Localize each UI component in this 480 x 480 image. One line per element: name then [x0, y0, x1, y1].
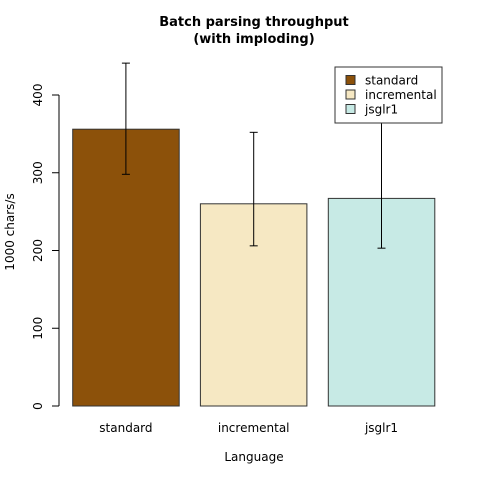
legend-swatch-standard [345, 75, 356, 85]
legend-label-incremental: incremental [365, 88, 437, 102]
legend-swatch-incremental [345, 89, 356, 100]
x-axis-label: Language [224, 450, 283, 464]
legend-swatch-jsglr1 [345, 104, 356, 114]
y-axis: 0 100 200 300 400 [31, 84, 60, 410]
x-tick-label-jsglr1: jsglr1 [364, 421, 398, 435]
legend-label-jsglr1: jsglr1 [364, 103, 398, 117]
error-bar-incremental [249, 131, 258, 247]
y-tick-label-400: 400 [31, 84, 45, 107]
bar-standard [72, 128, 180, 407]
y-tick-label-200: 200 [31, 239, 45, 262]
chart-title-line-2: (with imploding) [193, 32, 314, 47]
chart-title-line-1: Batch parsing throughput [159, 15, 349, 30]
x-tick-label-incremental: incremental [218, 421, 290, 435]
y-tick-label-0: 0 [31, 402, 45, 410]
y-tick-label-100: 100 [31, 317, 45, 340]
error-bars-group [121, 62, 386, 249]
y-axis-label: 1000 chars/s [3, 193, 17, 270]
x-tick-label-standard: standard [99, 421, 152, 435]
legend-label-standard: standard [365, 74, 418, 88]
error-bar-standard [121, 62, 130, 175]
x-axis: standard incremental jsglr1 [99, 421, 398, 435]
y-tick-label-300: 300 [31, 161, 45, 184]
